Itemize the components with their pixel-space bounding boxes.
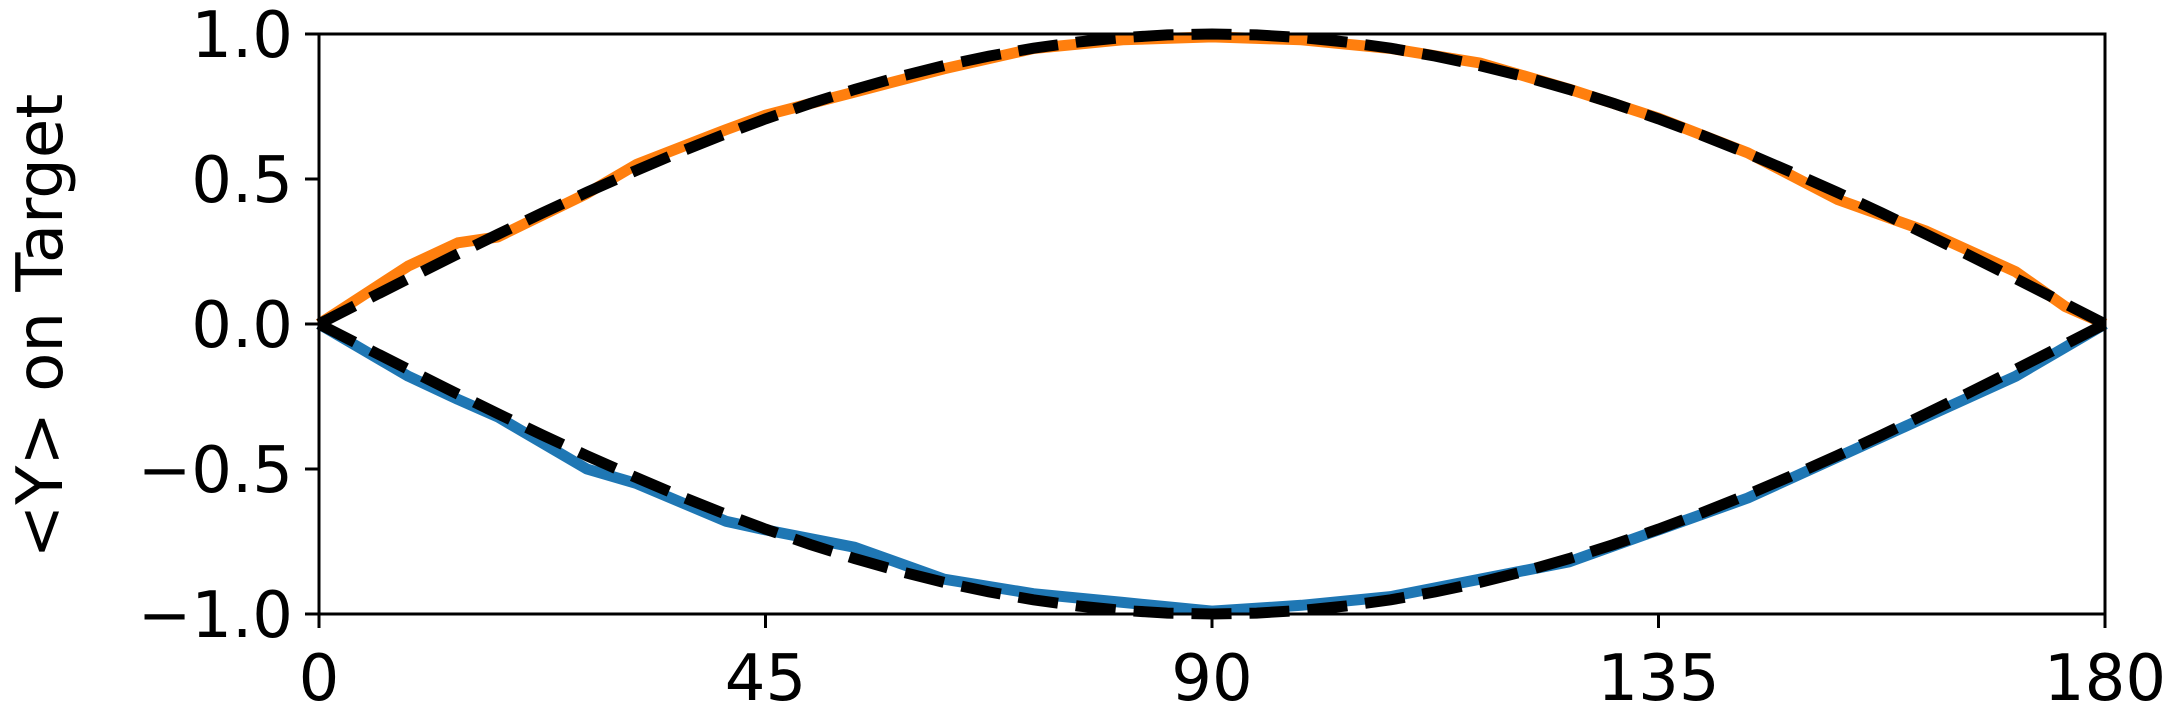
y-axis: −1.0 −0.5 0.0 0.5 1.0 [138, 0, 319, 653]
x-tick-label: 0 [299, 642, 340, 714]
x-tick-label: 135 [1597, 642, 1719, 714]
plot-frame [317, 32, 2107, 616]
y-tick-label: 0.0 [191, 289, 293, 363]
series-line-1 [316, 319, 2108, 617]
y-tick-label: 1.0 [191, 0, 293, 73]
y-axis-label: <Y> on Target [4, 94, 78, 559]
x-tick-label: 45 [725, 642, 806, 714]
series-line-2 [316, 28, 2108, 329]
series-layer [316, 28, 2108, 620]
y-tick-label: −1.0 [138, 579, 293, 653]
y-tick-label: 0.5 [191, 144, 293, 218]
x-tick-label: 90 [1171, 642, 1252, 714]
x-tick-label: 180 [2044, 642, 2166, 714]
y-tick-label: −0.5 [138, 434, 293, 508]
x-axis: 0 45 90 135 180 [299, 614, 2166, 714]
series-line-0 [316, 31, 2108, 330]
